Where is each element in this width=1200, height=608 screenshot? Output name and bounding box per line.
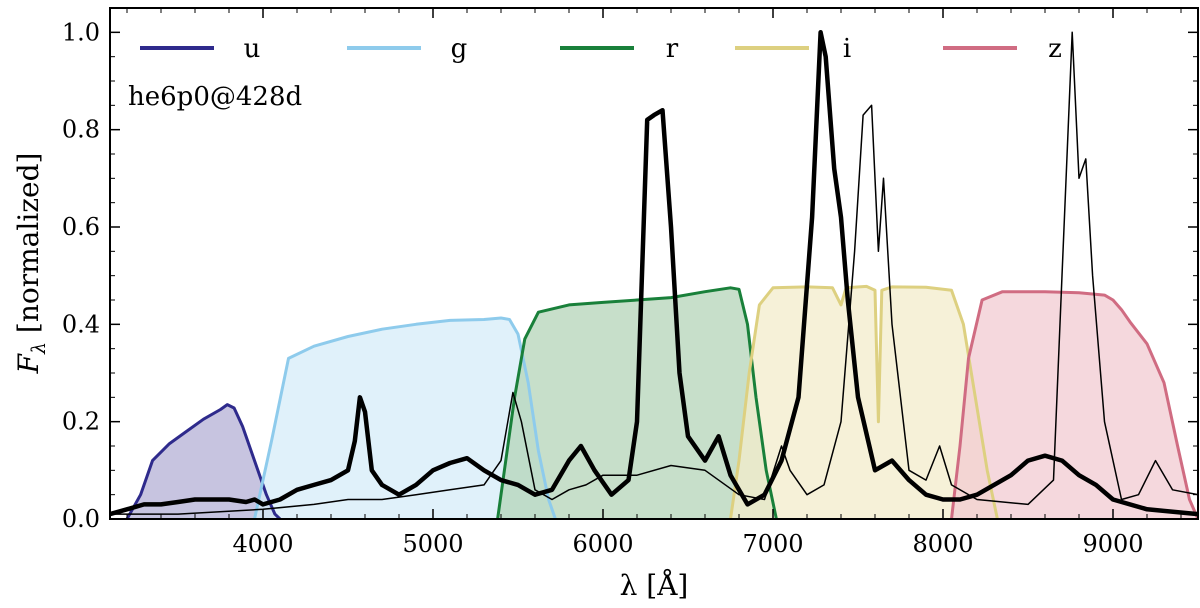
y-tick-label: 0.0 [62,505,100,533]
legend-label-r: r [666,34,679,64]
filter-curves [125,284,1198,519]
filter-z-fill [951,291,1198,519]
filter-u-fill [127,404,280,519]
model-annotation: he6p0@428d [128,82,302,112]
x-tick-label: 8000 [912,530,973,558]
spectrum-line-thin [110,31,1198,515]
filter-i-curve [729,284,999,519]
plot-frame [109,7,1199,520]
x-tick-label: 4000 [232,530,293,558]
y-tick-label: 0.8 [62,116,100,144]
axis-ticks: 4000 5000 6000 7000 8000 9000 0.0 0.2 0.4 0.6 0.8 1… [62,8,1198,558]
y-tick-label: 0.4 [62,310,100,338]
legend-label-g: g [451,34,468,64]
filter-u-curve [125,403,282,519]
filter-g-curve [253,316,557,519]
y-tick-label: 0.6 [62,213,100,241]
y-tick-label: 1.0 [62,18,100,46]
spectrum-line-thick [110,30,1198,517]
legend-label-z: z [1048,34,1062,64]
legend-label-u: u [244,34,261,64]
x-tick-label: 9000 [1082,530,1143,558]
x-axis-label: λ [Å] [620,569,689,602]
y-tick-label: 0.2 [62,408,100,436]
x-tick-label: 5000 [402,530,463,558]
y-axis-label: Fλ [normalized] [12,153,50,375]
x-tick-label: 6000 [572,530,633,558]
x-tick-label: 7000 [742,530,803,558]
spectra [110,30,1198,517]
filter-z-curve [950,290,1198,519]
legend-label-i: i [843,34,851,64]
filter-i-fill [730,286,998,519]
